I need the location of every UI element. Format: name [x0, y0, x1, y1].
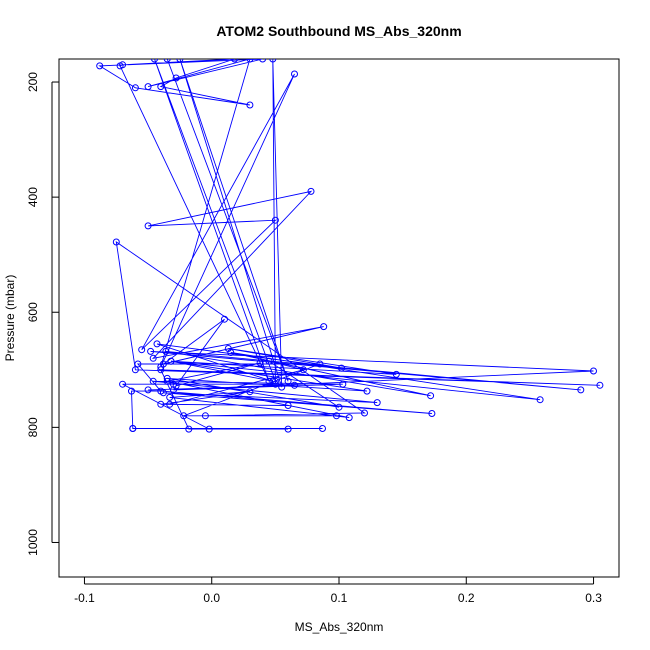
plot-area: [58, 58, 620, 578]
data-point: [144, 222, 152, 230]
data-point: [221, 315, 228, 323]
data-point: [116, 62, 124, 70]
x-tick-label: 0.1: [331, 591, 348, 605]
data-point: [231, 59, 239, 63]
data-point: [138, 346, 146, 354]
data-point: [536, 396, 544, 404]
data-point: [291, 381, 298, 389]
data-point: [246, 101, 254, 109]
y-axis: 200 400 600 800 1000: [26, 72, 59, 556]
data-point: [596, 381, 604, 389]
chart-title: ATOM2 Southbound MS_Abs_320nm: [216, 23, 461, 39]
data-point: [291, 70, 298, 78]
data-point: [112, 238, 120, 246]
data-point: [144, 386, 152, 394]
data-point: [157, 400, 165, 408]
data-point: [269, 377, 277, 385]
data-point: [256, 359, 264, 367]
data-point: [172, 382, 180, 390]
data-point: [176, 59, 184, 63]
data-point: [269, 59, 277, 63]
data-point: [128, 387, 135, 395]
x-tick-label: 0.0: [203, 591, 220, 605]
y-axis-label: Pressure (mbar): [3, 275, 17, 362]
data-point: [166, 400, 174, 408]
x-axis-label: MS_Abs_320nm: [295, 620, 384, 634]
x-axis: -0.1 0.0 0.1 0.2 0.3: [74, 577, 602, 605]
data-point: [320, 323, 328, 331]
data-point: [129, 425, 137, 432]
data-point: [157, 366, 165, 374]
x-tick-label: 0.3: [585, 591, 602, 605]
data-point: [246, 388, 254, 396]
data-point: [149, 377, 157, 385]
data-point: [299, 366, 307, 374]
data-point: [162, 347, 170, 355]
data-point: [363, 387, 371, 395]
data-point: [131, 366, 139, 374]
y-tick-label: 400: [26, 187, 40, 207]
data-point: [159, 389, 167, 397]
data-point: [180, 412, 188, 420]
data-point: [167, 357, 175, 365]
data-point: [271, 216, 279, 224]
data-point: [185, 425, 193, 433]
data-point: [427, 392, 435, 400]
y-tick-label: 800: [26, 417, 40, 437]
data-point: [284, 402, 292, 409]
data-point: [153, 340, 161, 348]
data-point: [157, 83, 165, 91]
data-point: [144, 83, 152, 91]
data-point: [284, 425, 292, 433]
data-point: [345, 414, 353, 422]
y-tick-label: 600: [26, 302, 40, 322]
x-tick-label: -0.1: [74, 591, 95, 605]
data-point: [339, 380, 347, 388]
data-point: [307, 187, 315, 195]
data-point: [319, 425, 326, 432]
data-point: [224, 345, 232, 352]
data-point: [428, 410, 436, 417]
data-point: [278, 383, 286, 391]
plot-frame: [58, 58, 620, 578]
data-point: [373, 399, 381, 407]
data-point: [134, 360, 142, 368]
data-point: [172, 74, 180, 82]
data-point: [361, 409, 368, 417]
data-point: [201, 412, 209, 420]
data-point: [335, 403, 343, 411]
data-point: [333, 412, 340, 420]
data-point: [246, 59, 254, 63]
data-point: [271, 377, 279, 385]
data-point: [149, 354, 157, 362]
data-point: [259, 59, 267, 63]
data-point: [163, 377, 171, 385]
data-point: [265, 357, 273, 365]
data-point: [392, 370, 400, 378]
x-tick-label: 0.2: [458, 591, 475, 605]
data-point: [151, 59, 158, 63]
data-point: [166, 393, 174, 401]
data-point: [316, 360, 324, 368]
data-point: [577, 386, 585, 394]
series-line-0: [98, 59, 600, 430]
y-tick-label: 1000: [26, 529, 40, 556]
data-point: [284, 377, 292, 385]
y-tick-label: 200: [26, 72, 40, 92]
data-point: [147, 347, 155, 355]
series-layer: [96, 59, 604, 433]
data-point: [157, 363, 165, 371]
data-point: [205, 425, 213, 433]
data-point: [119, 380, 127, 388]
data-point: [131, 84, 139, 92]
data-point: [590, 367, 597, 375]
data-point: [338, 364, 345, 372]
data-point: [96, 62, 104, 70]
data-point: [163, 59, 171, 63]
data-point: [163, 374, 171, 382]
